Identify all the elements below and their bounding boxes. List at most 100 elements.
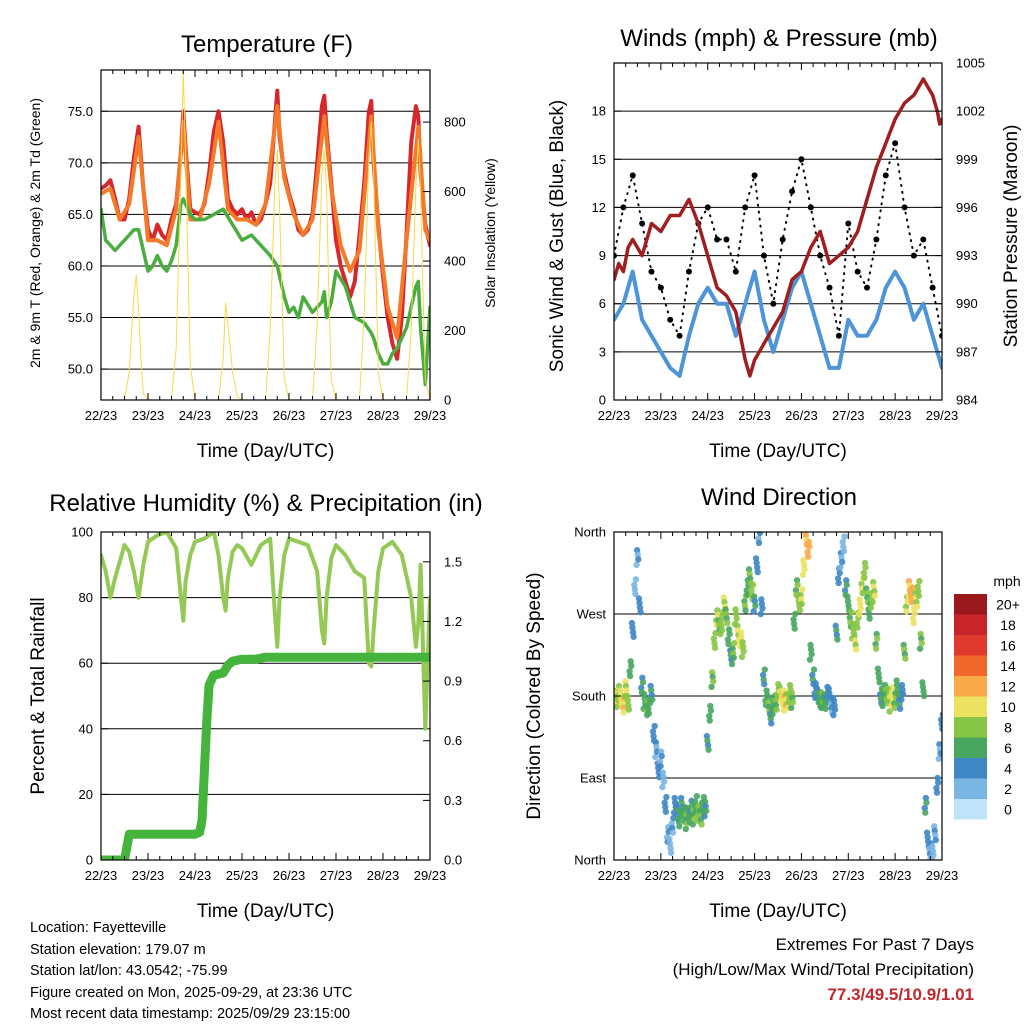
direction-point: [801, 566, 808, 573]
direction-point: [711, 644, 719, 651]
direction-point: [667, 849, 675, 856]
x-tick-label: 29/23: [926, 408, 959, 423]
chart-winds: 22/23 23/23 24/23 25/23 26/23 27/23 28/23 29/23…: [547, 25, 1022, 462]
x-tick-label: 25/23: [226, 868, 259, 883]
direction-point: [866, 615, 873, 622]
colorbar-swatch: [954, 614, 987, 635]
direction-point: [623, 687, 630, 694]
direction-point: [934, 779, 942, 786]
x-tick-label: 23/23: [132, 868, 165, 883]
y-right-tick-label: 984: [956, 393, 978, 408]
direction-point: [658, 752, 665, 760]
direction-point: [916, 645, 924, 652]
direction-point: [896, 705, 904, 712]
colorbar-level-label: 0: [1004, 801, 1012, 817]
gust-point: [789, 188, 796, 195]
direction-point: [657, 762, 664, 770]
y-right-tick-label: 1.2: [444, 614, 462, 629]
series-solar-insolation: [101, 70, 430, 400]
colorbar-level-label: 8: [1004, 719, 1012, 735]
direction-point: [799, 586, 806, 593]
gust-point: [620, 204, 627, 211]
y-tick-label: 80: [79, 590, 93, 605]
x-tick-label: 27/23: [832, 868, 865, 883]
y-tick-label: 0: [599, 393, 606, 408]
gust-point: [648, 268, 655, 275]
series-total-rainfall: [101, 652, 430, 860]
y-right-axis-title: Solar Insolation (Yellow): [482, 158, 498, 308]
gust-point: [854, 268, 861, 275]
direction-point: [652, 753, 659, 761]
series-9m-t: [101, 104, 430, 341]
direction-point: [620, 709, 627, 716]
direction-point: [663, 793, 670, 801]
colorbar-level-label: 18: [1000, 617, 1016, 633]
y-right-tick-label: 200: [444, 323, 466, 338]
x-tick-label: 29/23: [926, 868, 959, 883]
direction-point: [834, 636, 841, 643]
direction-point: [742, 607, 749, 614]
direction-point: [874, 635, 881, 642]
direction-point: [867, 604, 875, 611]
x-tick-label: 28/23: [367, 868, 400, 883]
series-2m-t: [101, 88, 430, 361]
direction-point: [838, 558, 846, 566]
direction-point: [835, 579, 842, 587]
direction-point: [791, 625, 798, 632]
direction-point: [886, 708, 893, 715]
colorbar-level-label: 2: [1004, 781, 1012, 797]
y-tick-label: 60.0: [68, 258, 93, 273]
direction-point: [898, 696, 905, 703]
direction-point: [754, 568, 761, 576]
gust-point: [835, 332, 842, 339]
x-tick-label: 25/23: [226, 408, 259, 423]
colorbar-unit-label: mph: [993, 573, 1020, 589]
direction-point: [625, 706, 633, 713]
direction-point: [939, 711, 942, 718]
gust-point: [882, 172, 889, 179]
direction-point: [911, 609, 918, 617]
colorbar-swatch: [954, 635, 987, 656]
x-axis-title: Time (Day/UTC): [197, 441, 335, 462]
direction-point: [759, 605, 766, 612]
direction-point: [910, 619, 917, 627]
direction-point: [891, 704, 899, 712]
y-right-tick-label: 0.6: [444, 733, 462, 748]
gust-point: [920, 236, 927, 243]
gust-point: [667, 316, 674, 323]
direction-point: [676, 823, 683, 830]
direction-point: [750, 608, 757, 615]
direction-point: [614, 703, 620, 711]
direction-point: [730, 654, 737, 661]
x-tick-label: 27/23: [320, 408, 353, 423]
colorbar-level-label: 20+: [996, 596, 1020, 612]
direction-point: [808, 650, 815, 658]
x-tick-label: 28/23: [879, 868, 912, 883]
direction-point: [705, 746, 712, 753]
direction-point: [852, 646, 860, 653]
gust-point: [676, 332, 683, 339]
direction-point: [637, 608, 644, 616]
extremes-title: Extremes For Past 7 Days: [775, 935, 974, 954]
x-tick-label: 29/23: [414, 408, 447, 423]
y-tick-label: 70.0: [68, 155, 93, 170]
direction-point: [731, 639, 738, 647]
gust-point: [732, 268, 739, 275]
x-tick-label: 25/23: [738, 868, 771, 883]
direction-point: [630, 633, 637, 640]
direction-point: [659, 783, 666, 791]
direction-point: [822, 705, 829, 712]
direction-point: [836, 569, 843, 577]
recent-timestamp: Most recent data timestamp: 2025/09/29 2…: [30, 1006, 351, 1022]
direction-point: [804, 553, 812, 560]
direction-point: [935, 755, 942, 763]
direction-point: [909, 584, 916, 591]
station-elevation: Station elevation: 179.07 m: [30, 941, 206, 958]
chart-humidity: 22/23 23/23 24/23 25/23 26/23 27/23 28/23 29/23…: [28, 490, 483, 922]
y-tick-label: 18: [592, 104, 606, 119]
direction-point: [830, 711, 837, 719]
extremes-box: Extremes For Past 7 Days (High/Low/Max W…: [673, 932, 974, 1007]
y-right-tick-label: 0.0: [444, 853, 462, 868]
y-right-tick-label: 993: [956, 248, 978, 263]
